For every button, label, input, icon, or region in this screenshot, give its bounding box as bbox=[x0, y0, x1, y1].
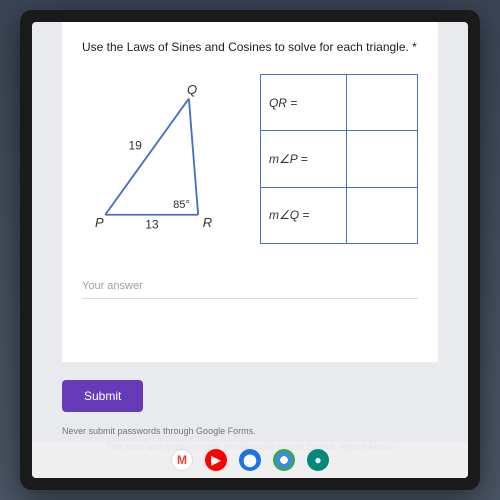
vertex-r-label: R bbox=[203, 215, 212, 230]
vertex-p-label: P bbox=[95, 215, 104, 230]
side-pr-length: 13 bbox=[145, 218, 159, 232]
cell-qr-label: QR = bbox=[260, 75, 346, 131]
gmail-icon[interactable]: M bbox=[171, 449, 193, 471]
youtube-icon[interactable]: ▶ bbox=[205, 449, 227, 471]
password-disclaimer: Never submit passwords through Google Fo… bbox=[62, 426, 438, 436]
docs-icon[interactable]: ⬤ bbox=[239, 449, 261, 471]
submit-button[interactable]: Submit bbox=[62, 380, 143, 412]
answer-input[interactable]: Your answer bbox=[82, 274, 418, 299]
table-row: QR = bbox=[260, 75, 417, 131]
angle-r-value: 85° bbox=[173, 199, 190, 211]
table-row: m∠Q = bbox=[260, 187, 417, 243]
question-text: Use the Laws of Sines and Cosines to sol… bbox=[82, 40, 418, 54]
meet-icon[interactable]: ● bbox=[307, 449, 329, 471]
triangle-diagram: Q P R 19 13 85° bbox=[82, 74, 240, 244]
cell-mp-value bbox=[347, 131, 418, 187]
screen: Use the Laws of Sines and Cosines to sol… bbox=[32, 22, 468, 478]
answer-table: QR = m∠P = m∠Q = bbox=[260, 74, 418, 244]
chrome-icon[interactable] bbox=[273, 449, 295, 471]
content-row: Q P R 19 13 85° QR = m∠P = bbox=[82, 74, 418, 244]
vertex-q-label: Q bbox=[187, 82, 197, 97]
cell-mq-value bbox=[347, 187, 418, 243]
side-pq-length: 19 bbox=[128, 139, 142, 153]
form-card: Use the Laws of Sines and Cosines to sol… bbox=[62, 22, 438, 362]
cell-mp-label: m∠P = bbox=[260, 131, 346, 187]
cell-mq-label: m∠Q = bbox=[260, 187, 346, 243]
table-row: m∠P = bbox=[260, 131, 417, 187]
taskbar: M ▶ ⬤ ● bbox=[32, 442, 468, 478]
laptop-frame: Use the Laws of Sines and Cosines to sol… bbox=[20, 10, 480, 490]
cell-qr-value bbox=[347, 75, 418, 131]
